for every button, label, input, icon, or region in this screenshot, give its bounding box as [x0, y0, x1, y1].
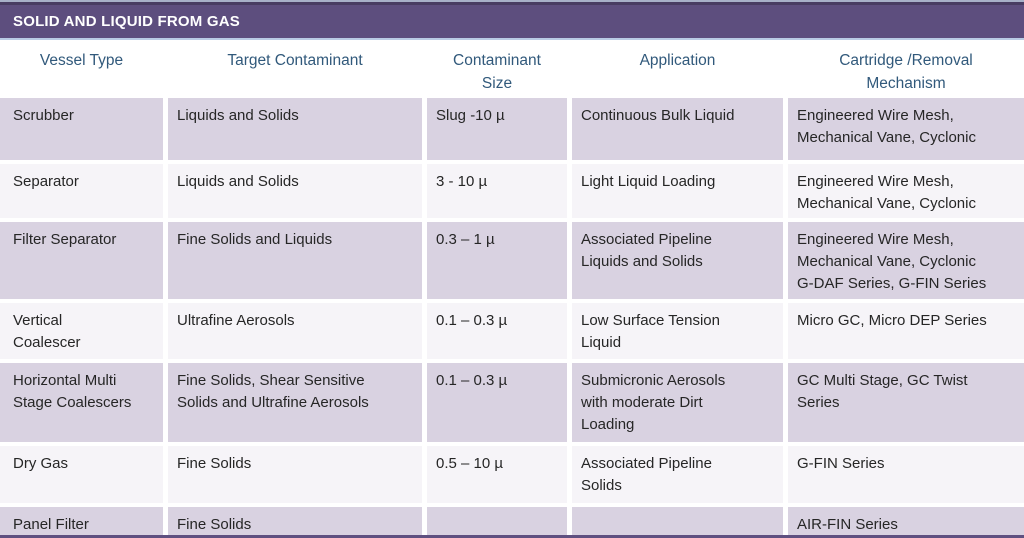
- table-cell-vessel-type: Panel Filter: [0, 507, 163, 538]
- table-bottom-border: [0, 535, 1024, 538]
- page-title: SOLID AND LIQUID FROM GAS: [13, 13, 240, 30]
- table-cell-vessel-type: Separator: [0, 164, 163, 218]
- table-cell-cartridge: Micro GC, Micro DEP Series: [788, 303, 1024, 359]
- table-cell-cartridge: G-FIN Series: [788, 446, 1024, 503]
- table-cell-application: Associated Pipeline Liquids and Solids: [572, 222, 783, 299]
- table-cell-application: Continuous Bulk Liquid: [572, 98, 783, 160]
- column-header-target-contaminant: Target Contaminant: [168, 42, 422, 94]
- table-cell-application: Light Liquid Loading: [572, 164, 783, 218]
- table-cell-application: Submicronic Aerosols with moderate Dirt …: [572, 363, 783, 442]
- table-cell-application: Associated Pipeline Solids: [572, 446, 783, 503]
- table-cell-target-contaminant: Ultrafine Aerosols: [168, 303, 422, 359]
- table-cell-vessel-type: Filter Separator: [0, 222, 163, 299]
- table-title-bar: SOLID AND LIQUID FROM GAS: [0, 5, 1024, 38]
- title-bottom-line: [0, 38, 1024, 40]
- table-cell-contaminant-size: Slug -10 µ: [427, 98, 567, 160]
- table-cell-cartridge: Engineered Wire Mesh, Mechanical Vane, C…: [788, 98, 1024, 160]
- title-top-light-line: [0, 0, 1024, 2]
- table-cell-application: [572, 507, 783, 538]
- table-cell-vessel-type: Vertical Coalescer: [0, 303, 163, 359]
- table-cell-contaminant-size: 0.1 – 0.3 µ: [427, 363, 567, 442]
- table-cell-target-contaminant: Liquids and Solids: [168, 164, 422, 218]
- table-cell-vessel-type: Dry Gas: [0, 446, 163, 503]
- table-cell-vessel-type: Scrubber: [0, 98, 163, 160]
- table-cell-cartridge: GC Multi Stage, GC Twist Series: [788, 363, 1024, 442]
- selection-table: Vessel Type Target Contaminant Contamina…: [0, 42, 1024, 538]
- table-cell-target-contaminant: Liquids and Solids: [168, 98, 422, 160]
- table-cell-cartridge: Engineered Wire Mesh, Mechanical Vane, C…: [788, 164, 1024, 218]
- column-header-application: Application: [572, 42, 783, 94]
- table-cell-cartridge: Engineered Wire Mesh, Mechanical Vane, C…: [788, 222, 1024, 299]
- column-header-vessel-type: Vessel Type: [0, 42, 163, 94]
- table-cell-target-contaminant: Fine Solids: [168, 507, 422, 538]
- column-header-contaminant-size: Contaminant Size: [427, 42, 567, 94]
- table-cell-target-contaminant: Fine Solids, Shear Sensitive Solids and …: [168, 363, 422, 442]
- table-cell-cartridge: AIR-FIN Series: [788, 507, 1024, 538]
- table-cell-contaminant-size: 0.1 – 0.3 µ: [427, 303, 567, 359]
- table-cell-contaminant-size: [427, 507, 567, 538]
- table-cell-target-contaminant: Fine Solids and Liquids: [168, 222, 422, 299]
- table-cell-contaminant-size: 0.3 – 1 µ: [427, 222, 567, 299]
- table-cell-application: Low Surface Tension Liquid: [572, 303, 783, 359]
- table-cell-target-contaminant: Fine Solids: [168, 446, 422, 503]
- table-cell-contaminant-size: 0.5 – 10 µ: [427, 446, 567, 503]
- title-top-dark-line: [0, 2, 1024, 5]
- table-cell-contaminant-size: 3 - 10 µ: [427, 164, 567, 218]
- column-header-cartridge-removal-mechanism: Cartridge /Removal Mechanism: [788, 42, 1024, 94]
- table-cell-vessel-type: Horizontal Multi Stage Coalescers: [0, 363, 163, 442]
